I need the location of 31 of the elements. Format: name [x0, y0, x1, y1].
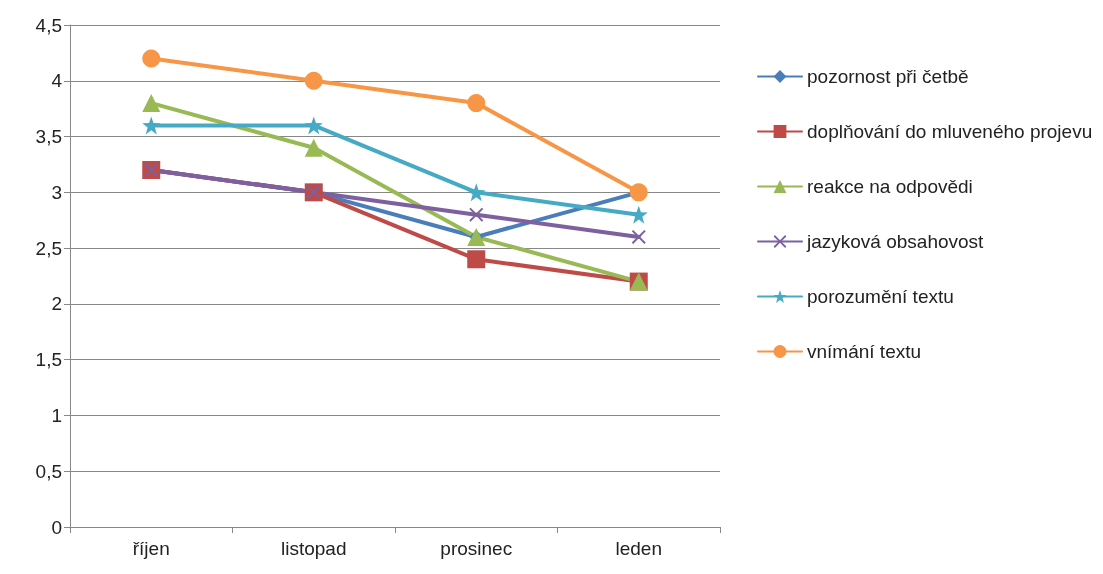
point — [467, 183, 486, 202]
y-tick-label: 2,5 — [35, 237, 62, 259]
point — [142, 116, 161, 135]
legend-label: doplňování do mluveného projevu — [807, 121, 1093, 142]
y-tick-label: 1 — [51, 404, 62, 426]
point — [304, 71, 323, 90]
legend-label: reakce na odpovědi — [807, 176, 973, 197]
point — [304, 116, 323, 135]
point — [631, 229, 646, 244]
legend-label: jazyková obsahovost — [806, 231, 985, 252]
point — [467, 94, 486, 113]
y-tick-label: 0 — [51, 516, 62, 538]
point — [142, 94, 161, 113]
legend-label: vnímání textu — [807, 341, 922, 362]
y-tick-label: 4 — [51, 70, 63, 92]
point — [142, 49, 161, 68]
legend-label: porozumění textu — [807, 286, 954, 307]
point — [304, 138, 323, 157]
y-tick-label: 4,5 — [35, 14, 62, 36]
y-tick-label: 2 — [51, 293, 62, 315]
x-tick-label: prosinec — [440, 538, 513, 559]
point — [469, 207, 484, 222]
legend-label: pozornost při četbě — [807, 66, 969, 87]
y-tick-label: 3,5 — [35, 126, 62, 148]
x-tick-label: listopad — [281, 538, 347, 559]
y-tick-label: 0,5 — [35, 460, 62, 482]
point — [467, 250, 486, 269]
y-tick-label: 1,5 — [35, 349, 62, 371]
x-tick-label: říjen — [132, 538, 170, 559]
x-tick-label: leden — [615, 538, 662, 559]
y-tick-label: 3 — [51, 181, 62, 203]
